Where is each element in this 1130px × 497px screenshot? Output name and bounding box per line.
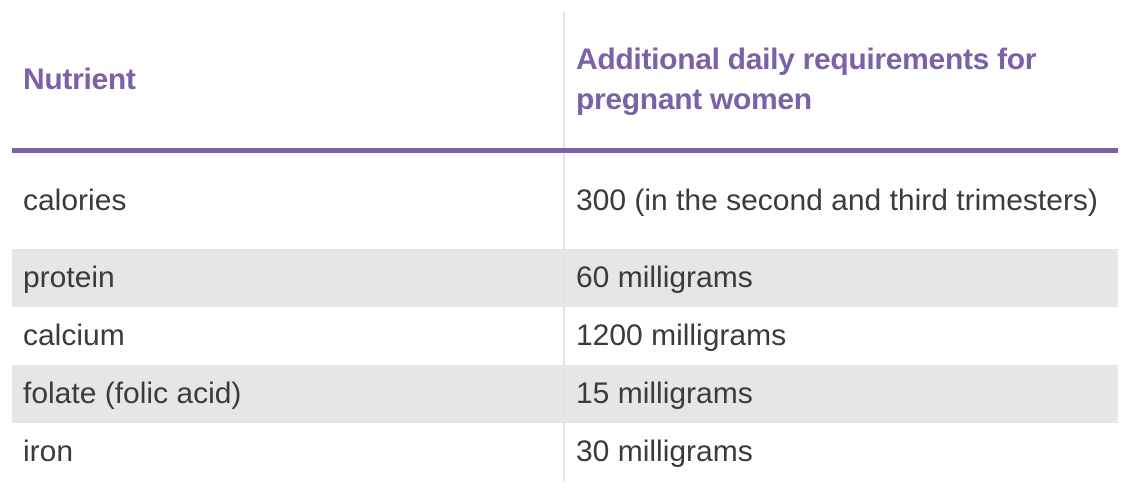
nutrient-cell: iron	[23, 435, 74, 468]
nutrient-cell: protein	[12, 249, 564, 307]
nutrient-cell: calories	[23, 183, 127, 217]
requirement-cell: 15 milligrams	[563, 365, 1118, 423]
header-nutrient: Nutrient	[12, 12, 564, 153]
table-row: calories 300 (in the second and third tr…	[12, 150, 1118, 249]
requirement-cell: 60 milligrams	[563, 249, 1118, 307]
table-header-row: Nutrient Additional daily requirements f…	[12, 12, 1118, 153]
table-row: calcium 1200 milligrams	[12, 307, 1118, 365]
header-additional-requirements: Additional daily requirements for pregna…	[563, 12, 1118, 153]
table-row: folate (folic acid) 15 milligrams	[12, 365, 1118, 423]
nutrient-table-container: Nutrient Additional daily requirements f…	[12, 12, 1118, 481]
requirement-cell: 1200 milligrams	[563, 307, 1118, 365]
table-row: iron 30 milligrams	[12, 423, 1118, 481]
nutrient-cell: folate (folic acid)	[12, 365, 564, 423]
requirement-cell: 30 milligrams	[563, 423, 1118, 481]
nutrient-cell: calcium	[23, 319, 125, 352]
nutrient-requirements-table: Nutrient Additional daily requirements f…	[12, 12, 1118, 481]
table-row: protein 60 milligrams	[12, 249, 1118, 307]
header-nutrient-label: Nutrient	[23, 62, 136, 96]
header-additional-requirements-label: Additional daily requirements for pregna…	[576, 42, 1037, 116]
requirement-cell: 300 (in the second and third trimesters)	[563, 150, 1118, 249]
